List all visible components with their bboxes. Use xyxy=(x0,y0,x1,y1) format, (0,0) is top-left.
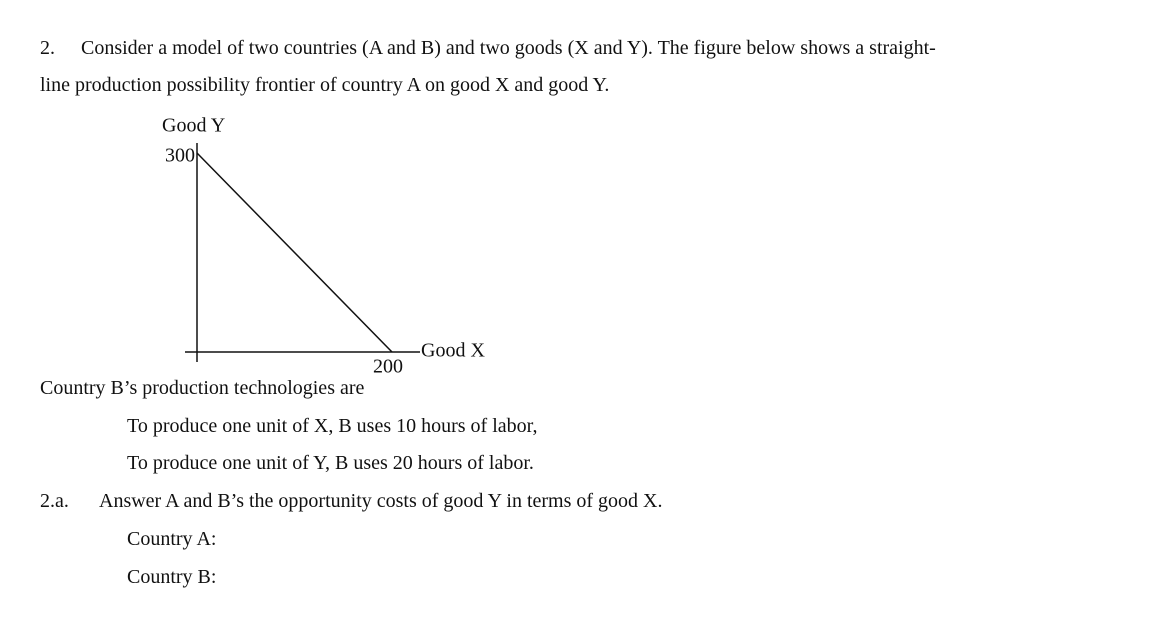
y-intercept-label: 300 xyxy=(165,145,195,167)
subquestion-number: 2.a. xyxy=(40,490,69,512)
x-axis-label: Good X xyxy=(421,340,485,362)
technology-intro: Country B’s production technologies are xyxy=(40,377,365,399)
technology-item: To produce one unit of X, B uses 10 hour… xyxy=(127,415,538,437)
x-intercept-label: 200 xyxy=(373,356,403,378)
frontier-line xyxy=(196,152,393,353)
question-text: line production possibility frontier of … xyxy=(40,74,610,96)
question-number: 2. xyxy=(40,37,55,59)
answer-label: Country B: xyxy=(127,566,217,588)
subquestion-text: Answer A and B’s the opportunity costs o… xyxy=(99,490,663,512)
answer-label: Country A: xyxy=(127,528,217,550)
y-axis-label: Good Y xyxy=(162,115,225,137)
question-text: Consider a model of two countries (A and… xyxy=(81,37,936,59)
technology-item: To produce one unit of Y, B uses 20 hour… xyxy=(127,452,534,474)
ppf-figure: Good Y 300 200 Good X xyxy=(162,115,485,378)
